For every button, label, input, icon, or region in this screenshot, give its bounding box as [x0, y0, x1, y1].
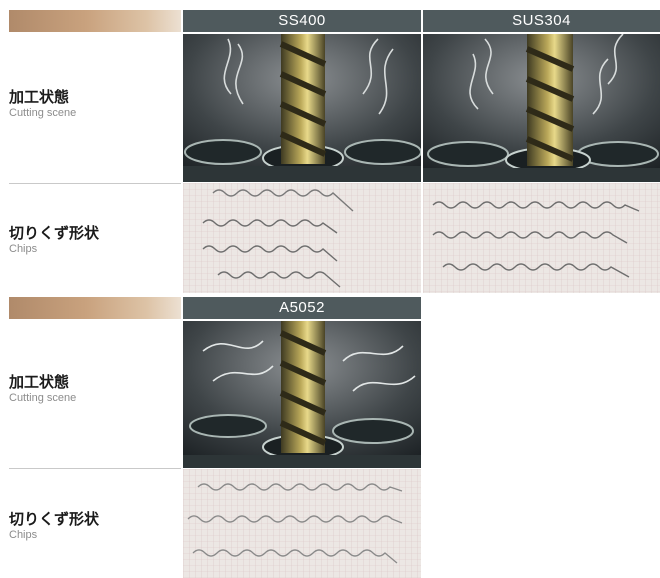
photo-chips-sus304: [423, 183, 660, 293]
row-label-jp: 加工状態: [9, 373, 70, 391]
row-divider: [9, 468, 181, 469]
row-divider: [9, 183, 181, 184]
section-2-gradient-bar: [9, 297, 181, 319]
row-label-chips-2: 切りくず形状 Chips: [9, 508, 179, 541]
row-label-en: Cutting scene: [9, 392, 77, 404]
photo-cutting-scene-a5052: [183, 321, 421, 468]
header-ss400: SS400: [183, 10, 421, 32]
row-label-jp: 加工状態: [9, 88, 70, 106]
row-label-en: Chips: [9, 529, 38, 541]
row-label-cutting-scene-2: 加工状態 Cutting scene: [9, 371, 179, 404]
section-1-gradient-bar: [9, 10, 181, 32]
photo-cutting-scene-sus304: [423, 34, 660, 182]
header-sus304: SUS304: [423, 10, 660, 32]
photo-chips-ss400: [183, 183, 421, 293]
photo-chips-a5052: [183, 469, 421, 578]
row-label-jp: 切りくず形状: [9, 224, 100, 242]
header-a5052: A5052: [183, 297, 421, 319]
row-label-chips-1: 切りくず形状 Chips: [9, 222, 179, 255]
row-label-cutting-scene-1: 加工状態 Cutting scene: [9, 86, 179, 119]
row-label-jp: 切りくず形状: [9, 510, 100, 528]
photo-cutting-scene-ss400: [183, 34, 421, 182]
row-label-en: Cutting scene: [9, 107, 77, 119]
row-label-en: Chips: [9, 243, 38, 255]
